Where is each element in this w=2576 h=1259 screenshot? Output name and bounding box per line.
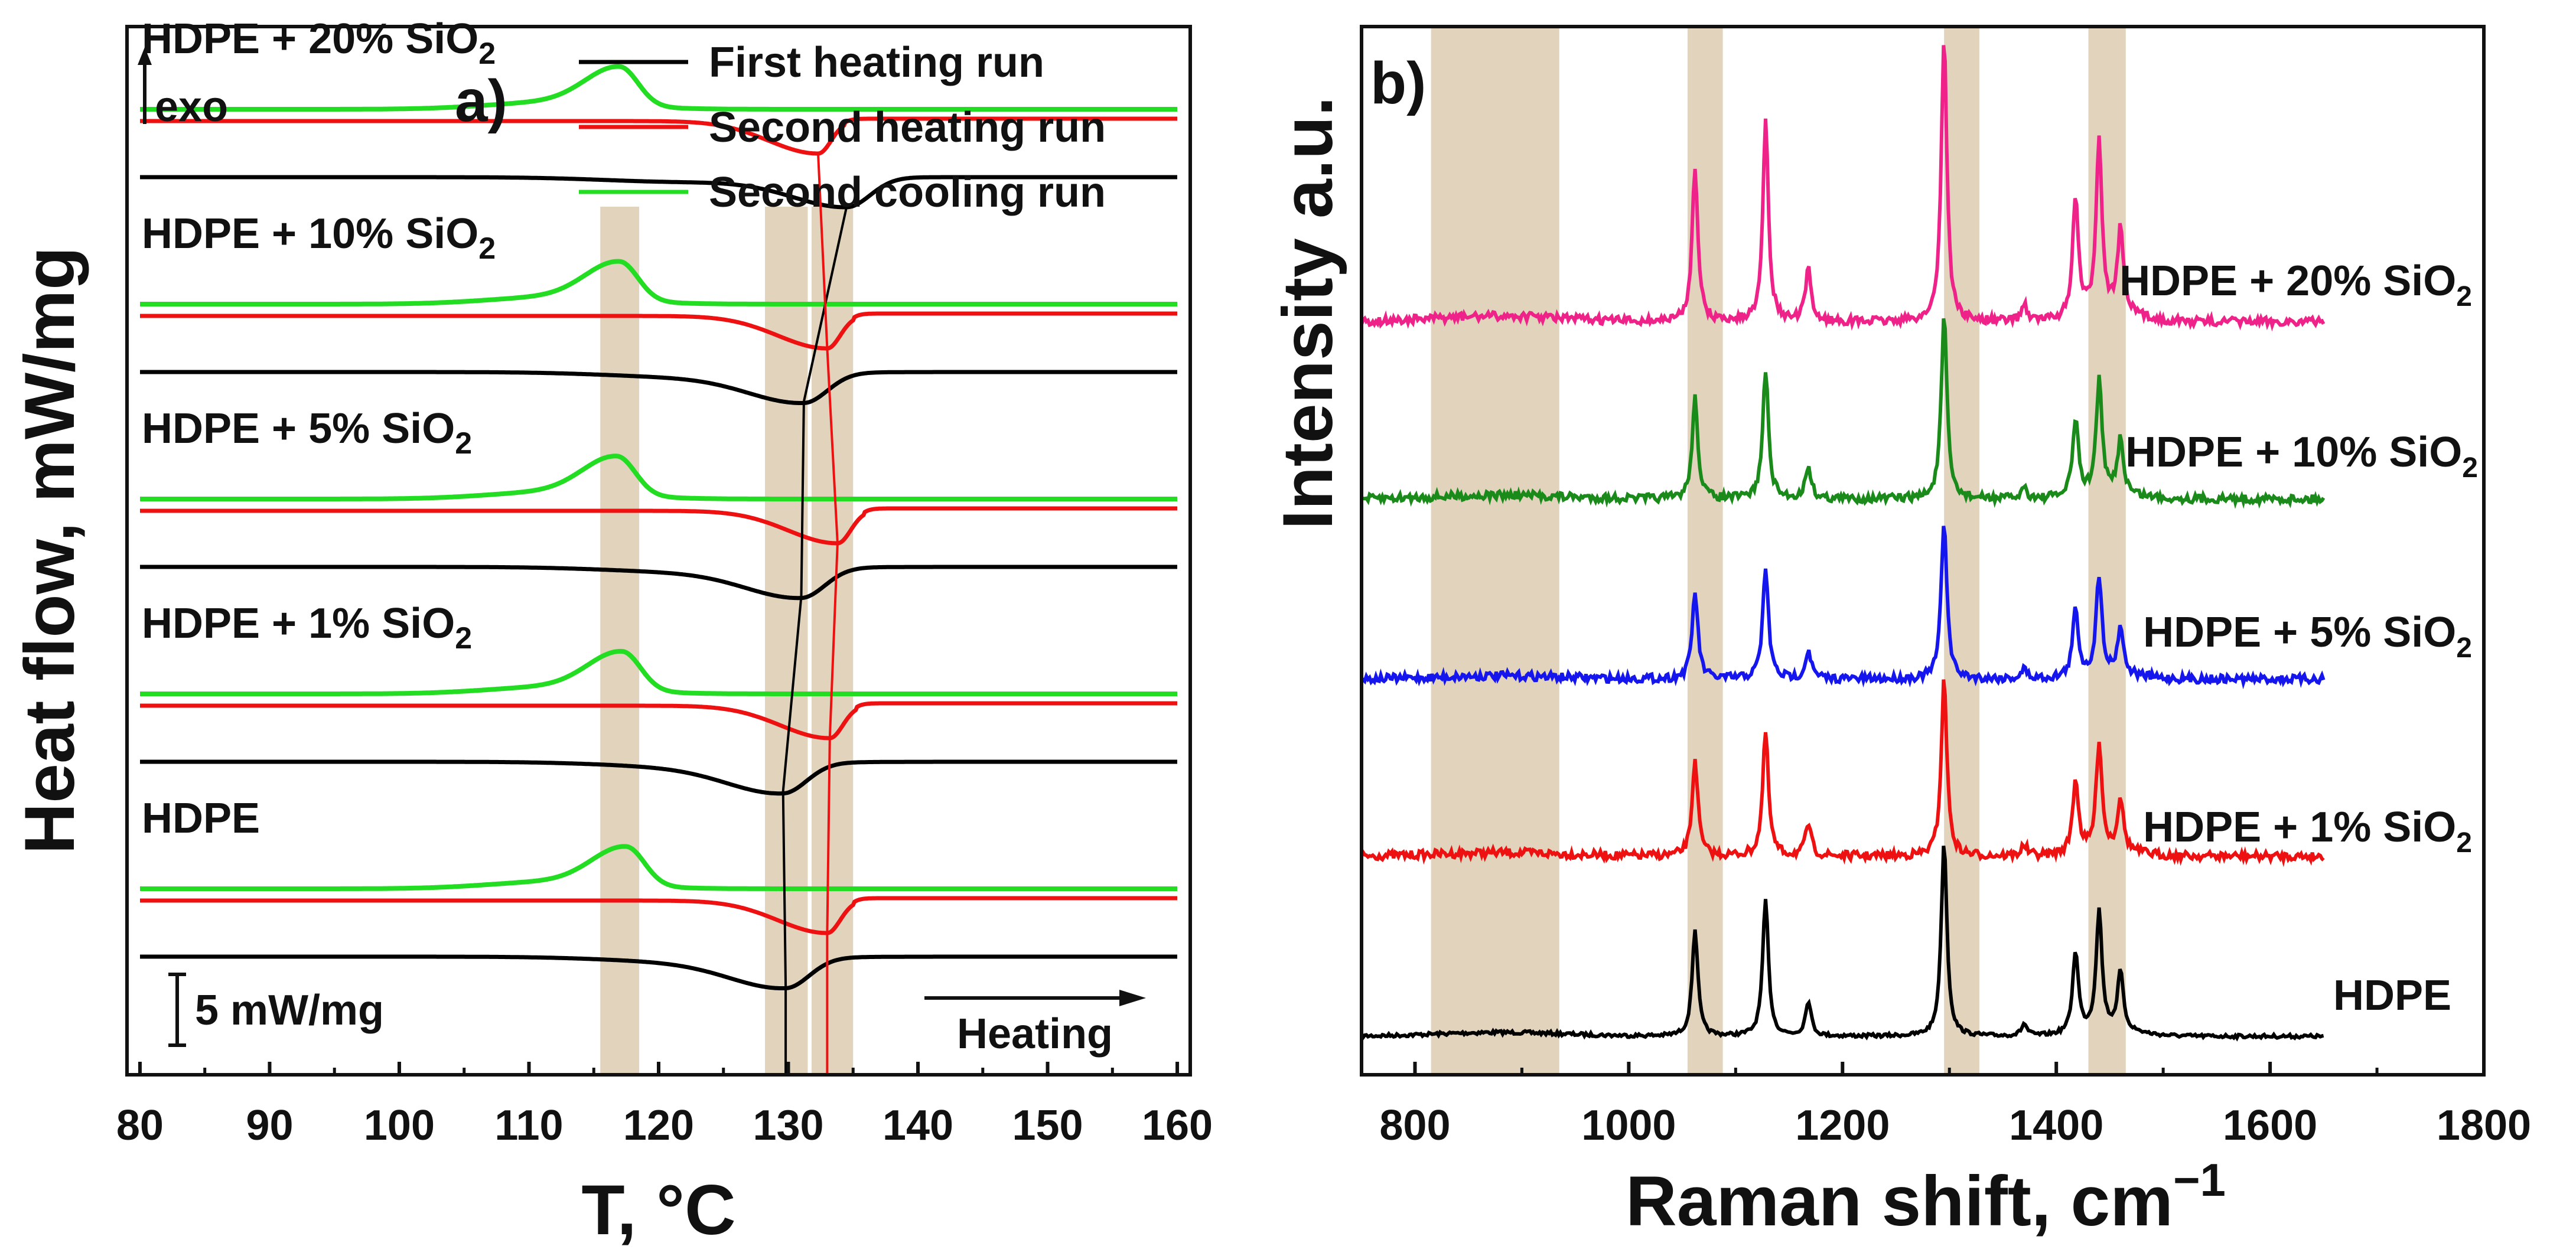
raman-spectrum-0: [1360, 846, 2324, 1042]
dsc-panel-label: a): [455, 68, 507, 134]
dsc-x-tick-label-2: 100: [364, 1102, 435, 1149]
dsc-y-axis-label: Heat flow, mW/mg: [10, 247, 89, 854]
dsc-x-tick-label-7: 150: [1012, 1102, 1083, 1149]
raman-series-label-4: HDPE + 20% SiO2: [2119, 257, 2472, 312]
second-heating-curve-0: [140, 896, 1177, 935]
dsc-sample-label-0: HDPE: [142, 795, 260, 842]
raman-x-axis-label: Raman shift, cm−1: [1626, 1154, 2226, 1241]
dsc-x-tick-label-1: 90: [246, 1102, 293, 1149]
first-heating-curve-4: [140, 175, 1177, 210]
dsc-sample-label-4: HDPE + 20% SiO2: [142, 15, 496, 71]
dsc-sample-label-2: HDPE + 5% SiO2: [142, 405, 472, 461]
dsc-x-axis-label: T, °C: [581, 1170, 735, 1250]
raman-spectra: [1360, 45, 2326, 1042]
second-heating-guide: [817, 153, 839, 1075]
dsc-legend: First heating run Second heating run Sec…: [579, 39, 1106, 216]
raman-plot-frame: [1360, 25, 2486, 1077]
raman-spectrum-1: [1360, 679, 2325, 867]
first-heating-guide: [781, 206, 848, 1075]
raman-x-tick-label-5: 1800: [2437, 1102, 2531, 1149]
second-heating-curve-4: [140, 116, 1177, 156]
heating-label: Heating: [957, 1010, 1113, 1058]
raman-spectrum-3: [1361, 318, 2326, 509]
dsc-bands: [600, 207, 854, 1075]
raman-spectrum-4: [1360, 45, 2326, 332]
raman-band-3: [2088, 27, 2126, 1075]
second-cooling-curve-4: [140, 64, 1177, 112]
dsc-sample-label-3: HDPE + 10% SiO2: [142, 210, 496, 266]
heating-arrow-head-icon: [1119, 990, 1146, 1006]
raman-spectrum-2: [1361, 526, 2326, 690]
dsc-sample-label-1: HDPE + 1% SiO2: [142, 600, 472, 655]
raman-y-axis-label: Intensity a.u.: [1268, 96, 1347, 529]
second-cooling-curve-2: [140, 454, 1177, 501]
legend-second-heating: Second heating run: [709, 104, 1106, 151]
dsc-x-ticks: 80 90 100 110 120 130 140 150 160: [116, 1062, 1213, 1149]
dsc-x-tick-label-4: 120: [623, 1102, 694, 1149]
raman-series-label-2: HDPE + 5% SiO2: [2143, 609, 2472, 664]
dsc-x-tick-label-3: 110: [494, 1102, 563, 1149]
dsc-guide-lines: [781, 153, 848, 1075]
raman-series-label-0: HDPE: [2333, 972, 2451, 1019]
first-heating-curve-1: [140, 759, 1177, 796]
raman-x-tick-label-0: 800: [1379, 1102, 1450, 1149]
second-cooling-curve-0: [140, 844, 1177, 891]
raman-x-ticks: 800 1000 1200 1400 1600 1800: [1379, 1062, 2531, 1149]
second-cooling-curve-1: [140, 648, 1177, 696]
first-heating-curve-2: [140, 565, 1177, 601]
first-heating-curve-3: [140, 370, 1177, 405]
dsc-sample-labels: HDPE HDPE + 1% SiO2 HDPE + 5% SiO2 HDPE + 1…: [142, 15, 496, 842]
dsc-x-tick-label-8: 160: [1142, 1102, 1213, 1149]
scale-bar-label: 5 mW/mg: [195, 987, 384, 1034]
dsc-x-tick-label-5: 130: [753, 1102, 823, 1149]
legend-first-heating: First heating run: [709, 39, 1044, 86]
raman-band-0: [1431, 27, 1559, 1075]
raman-panel-label: b): [1370, 50, 1426, 116]
first-heating-curve-0: [140, 954, 1177, 990]
raman-series-label-1: HDPE + 1% SiO2: [2143, 804, 2472, 859]
legend-second-cooling: Second cooling run: [709, 169, 1106, 216]
exo-label: exo: [155, 83, 228, 131]
dsc-x-tick-label-0: 80: [116, 1102, 164, 1149]
second-cooling-curve-3: [140, 259, 1177, 306]
raman-x-tick-label-1: 1000: [1581, 1102, 1676, 1149]
second-heating-curve-1: [140, 701, 1177, 741]
raman-x-tick-label-3: 1400: [2009, 1102, 2103, 1149]
scale-bar: 5 mW/mg: [168, 973, 384, 1047]
dsc-curves: [140, 64, 1177, 990]
raman-bands: [1431, 27, 2126, 1075]
exo-arrow-head-icon: [138, 47, 152, 65]
second-heating-curve-2: [140, 506, 1177, 546]
raman-x-tick-label-4: 1600: [2223, 1102, 2317, 1149]
dsc-panel: 80 90 100 110 120 130 140 150 160 HDPE HDPE + 1% …: [10, 15, 1213, 1250]
dsc-x-tick-label-6: 140: [882, 1102, 953, 1149]
raman-series-label-3: HDPE + 10% SiO2: [2125, 429, 2478, 484]
raman-x-tick-label-2: 1200: [1795, 1102, 1890, 1149]
raman-band-2: [1944, 27, 1979, 1075]
dsc-band-0: [600, 207, 640, 1075]
raman-series-labels: HDPE HDPE + 1% SiO2 HDPE + 5% SiO2 HDPE + 1…: [2119, 257, 2478, 1019]
raman-panel: 800 1000 1200 1400 1600 1800 HDPE HDPE + 1% Si…: [1268, 25, 2531, 1241]
second-heating-curve-3: [140, 311, 1177, 351]
